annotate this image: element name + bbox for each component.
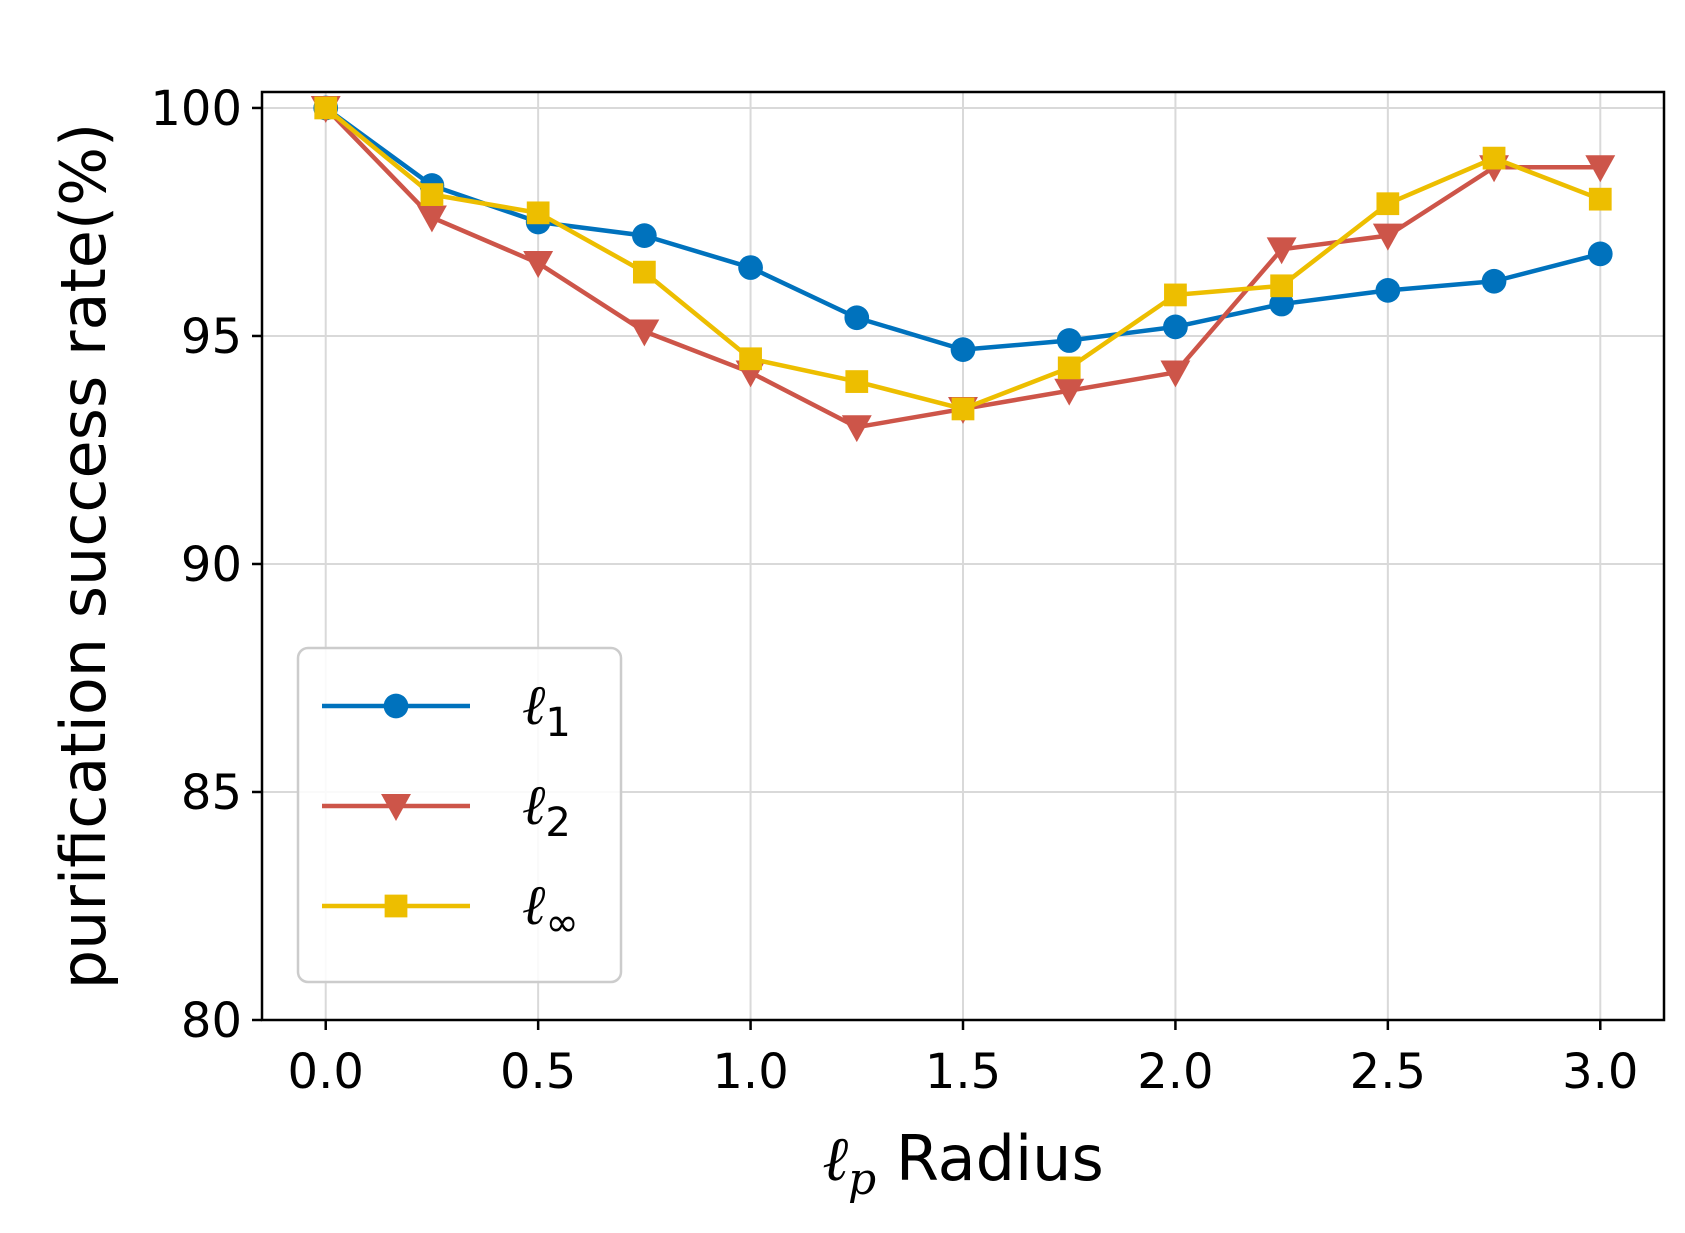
y-tick-label: 95 [181,309,242,365]
data-point [950,337,976,363]
data-point [951,397,975,421]
data-point [739,347,762,371]
data-point [844,305,870,331]
y-tick-label: 80 [181,993,242,1049]
data-point [738,255,763,280]
legend-label: ℓ1 [522,673,571,746]
data-point [1482,146,1506,170]
data-point [1163,314,1188,340]
y-tick-label: 85 [181,765,242,821]
data-point [420,183,444,206]
data-point [632,223,657,248]
legend-item: ℓ1 [322,673,571,746]
series-3 [314,96,1612,421]
data-point [1376,192,1400,216]
x-tick-label: 1.5 [925,1044,1001,1100]
x-axis-label: ℓp Radius [822,1122,1104,1205]
axis-ticks: 0.0 0.5 1.0 1.5 2.0 2.5 3.0 80 85 90 95 100 [150,81,1638,1100]
data-point [1160,360,1191,388]
data-point [416,205,447,233]
y-tick-label: 90 [181,537,242,593]
data-point [314,96,338,120]
data-point [1372,223,1403,251]
data-point [1164,283,1187,307]
data-point [632,260,656,284]
data-point [845,370,869,393]
legend-label: ℓ∞ [522,873,579,946]
data-point [383,693,409,719]
series-group [310,95,1616,443]
data-point [629,319,660,347]
data-point [526,201,550,225]
legend-label: ℓ2 [522,773,571,846]
data-point [1269,291,1294,317]
legend-item: ℓ2 [322,773,571,846]
data-point [1588,187,1612,211]
x-tick-label: 0.0 [288,1044,364,1100]
data-point [381,794,411,821]
legend: ℓ1 ℓ2 ℓ∞ [296,646,623,984]
y-tick-label: 100 [150,81,242,137]
data-point [841,415,872,443]
data-point [1057,356,1081,380]
x-tick-label: 3.0 [1562,1044,1638,1100]
x-tick-label: 1.0 [712,1044,788,1100]
data-point [1266,237,1297,265]
legend-item: ℓ∞ [322,873,579,946]
x-tick-label: 2.5 [1350,1044,1426,1100]
data-point [1270,274,1294,298]
legend-frame [296,646,623,984]
x-tick-label: 2.0 [1137,1044,1213,1100]
x-tick-label: 0.5 [500,1044,576,1100]
y-axis-label: purification success rate(%) [47,123,120,989]
data-point [1054,378,1085,406]
data-point [1585,155,1616,183]
data-point [1375,278,1401,303]
data-point [523,251,554,278]
data-point [1481,268,1507,294]
data-point [384,894,408,918]
data-point [1056,328,1082,353]
data-point [1587,241,1613,267]
